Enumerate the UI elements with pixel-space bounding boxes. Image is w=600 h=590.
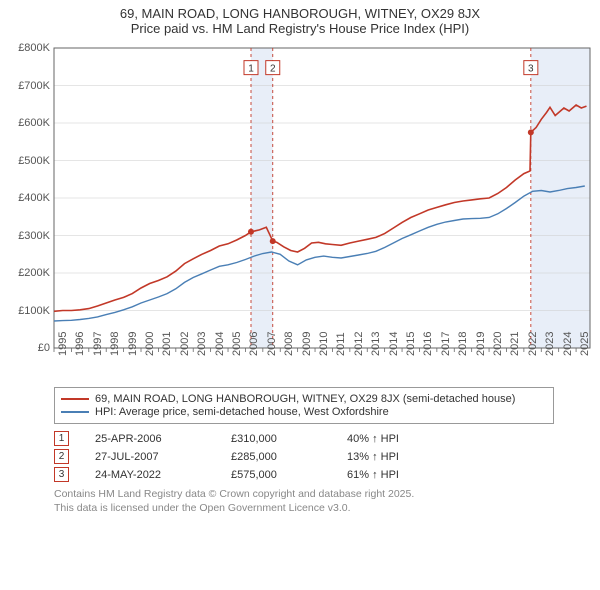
x-tick-label: 2001 [161, 332, 173, 356]
legend-item: HPI: Average price, semi-detached house,… [61, 406, 547, 418]
y-tick-label: £200K [0, 267, 50, 279]
x-tick-label: 2022 [527, 332, 539, 356]
x-tick-label: 1996 [74, 332, 86, 356]
event-date: 24-MAY-2022 [95, 469, 205, 481]
event-date: 27-JUL-2007 [95, 451, 205, 463]
x-tick-label: 2019 [475, 332, 487, 356]
x-tick-label: 1998 [109, 332, 121, 356]
x-tick-label: 2017 [440, 332, 452, 356]
event-row: 3 24-MAY-2022 £575,000 61% ↑ HPI [54, 467, 592, 482]
event-delta: 13% ↑ HPI [347, 451, 399, 463]
x-tick-label: 2023 [544, 332, 556, 356]
event-number-badge: 1 [54, 431, 69, 446]
x-tick-label: 2013 [370, 332, 382, 356]
x-tick-label: 2025 [579, 332, 591, 356]
x-tick-label: 1999 [127, 332, 139, 356]
legend: 69, MAIN ROAD, LONG HANBOROUGH, WITNEY, … [54, 387, 554, 424]
x-tick-label: 1995 [57, 332, 69, 356]
x-tick-label: 2009 [301, 332, 313, 356]
y-tick-label: £600K [0, 117, 50, 129]
x-tick-label: 2014 [388, 332, 400, 356]
x-tick-label: 2005 [231, 332, 243, 356]
chart-area: 1 2 3 £0 £100K £200K £300K £400K £500K £600K £700K… [0, 38, 600, 383]
event-number-badge: 2 [54, 449, 69, 464]
x-tick-label: 2008 [283, 332, 295, 356]
y-tick-label: £500K [0, 155, 50, 167]
x-tick-label: 2021 [509, 332, 521, 356]
legend-item: 69, MAIN ROAD, LONG HANBOROUGH, WITNEY, … [61, 393, 547, 405]
series-dot [248, 229, 254, 235]
legend-label: 69, MAIN ROAD, LONG HANBOROUGH, WITNEY, … [95, 393, 515, 405]
x-tick-label: 2016 [422, 332, 434, 356]
y-tick-label: £700K [0, 80, 50, 92]
event-row: 1 25-APR-2006 £310,000 40% ↑ HPI [54, 431, 592, 446]
x-tick-label: 2024 [562, 332, 574, 356]
x-tick-label: 2010 [318, 332, 330, 356]
footer-line-2: This data is licensed under the Open Gov… [54, 502, 592, 516]
event-price: £310,000 [231, 433, 321, 445]
event-delta: 40% ↑ HPI [347, 433, 399, 445]
event-price: £575,000 [231, 469, 321, 481]
event-badge-label: 2 [270, 64, 276, 75]
y-tick-label: £300K [0, 230, 50, 242]
x-tick-label: 2020 [492, 332, 504, 356]
title-line-2: Price paid vs. HM Land Registry's House … [4, 21, 596, 36]
title-line-1: 69, MAIN ROAD, LONG HANBOROUGH, WITNEY, … [4, 6, 596, 21]
x-tick-label: 2007 [266, 332, 278, 356]
y-tick-label: £800K [0, 42, 50, 54]
y-tick-label: £400K [0, 192, 50, 204]
x-tick-label: 1997 [92, 332, 104, 356]
event-list: 1 25-APR-2006 £310,000 40% ↑ HPI 2 27-JU… [54, 428, 592, 485]
legend-swatch [61, 398, 89, 400]
event-badge-label: 1 [248, 64, 254, 75]
x-tick-label: 2018 [457, 332, 469, 356]
x-tick-label: 2015 [405, 332, 417, 356]
footer-line-1: Contains HM Land Registry data © Crown c… [54, 488, 592, 502]
x-tick-label: 2003 [196, 332, 208, 356]
event-date: 25-APR-2006 [95, 433, 205, 445]
x-tick-label: 2011 [335, 332, 347, 356]
footer-attribution: Contains HM Land Registry data © Crown c… [54, 488, 592, 515]
x-tick-label: 2000 [144, 332, 156, 356]
y-tick-label: £100K [0, 305, 50, 317]
x-tick-label: 2004 [214, 332, 226, 356]
legend-label: HPI: Average price, semi-detached house,… [95, 406, 389, 418]
y-tick-label: £0 [0, 342, 50, 354]
x-tick-label: 2002 [179, 332, 191, 356]
series-hpi [54, 186, 585, 321]
event-row: 2 27-JUL-2007 £285,000 13% ↑ HPI [54, 449, 592, 464]
x-tick-label: 2006 [248, 332, 260, 356]
chart-container: 69, MAIN ROAD, LONG HANBOROUGH, WITNEY, … [0, 0, 600, 590]
legend-swatch [61, 411, 89, 413]
series-dot [528, 129, 534, 135]
event-number-badge: 3 [54, 467, 69, 482]
event-delta: 61% ↑ HPI [347, 469, 399, 481]
series-dot [270, 238, 276, 244]
x-tick-label: 2012 [353, 332, 365, 356]
event-badge-label: 3 [528, 64, 534, 75]
event-price: £285,000 [231, 451, 321, 463]
title-block: 69, MAIN ROAD, LONG HANBOROUGH, WITNEY, … [0, 0, 600, 38]
